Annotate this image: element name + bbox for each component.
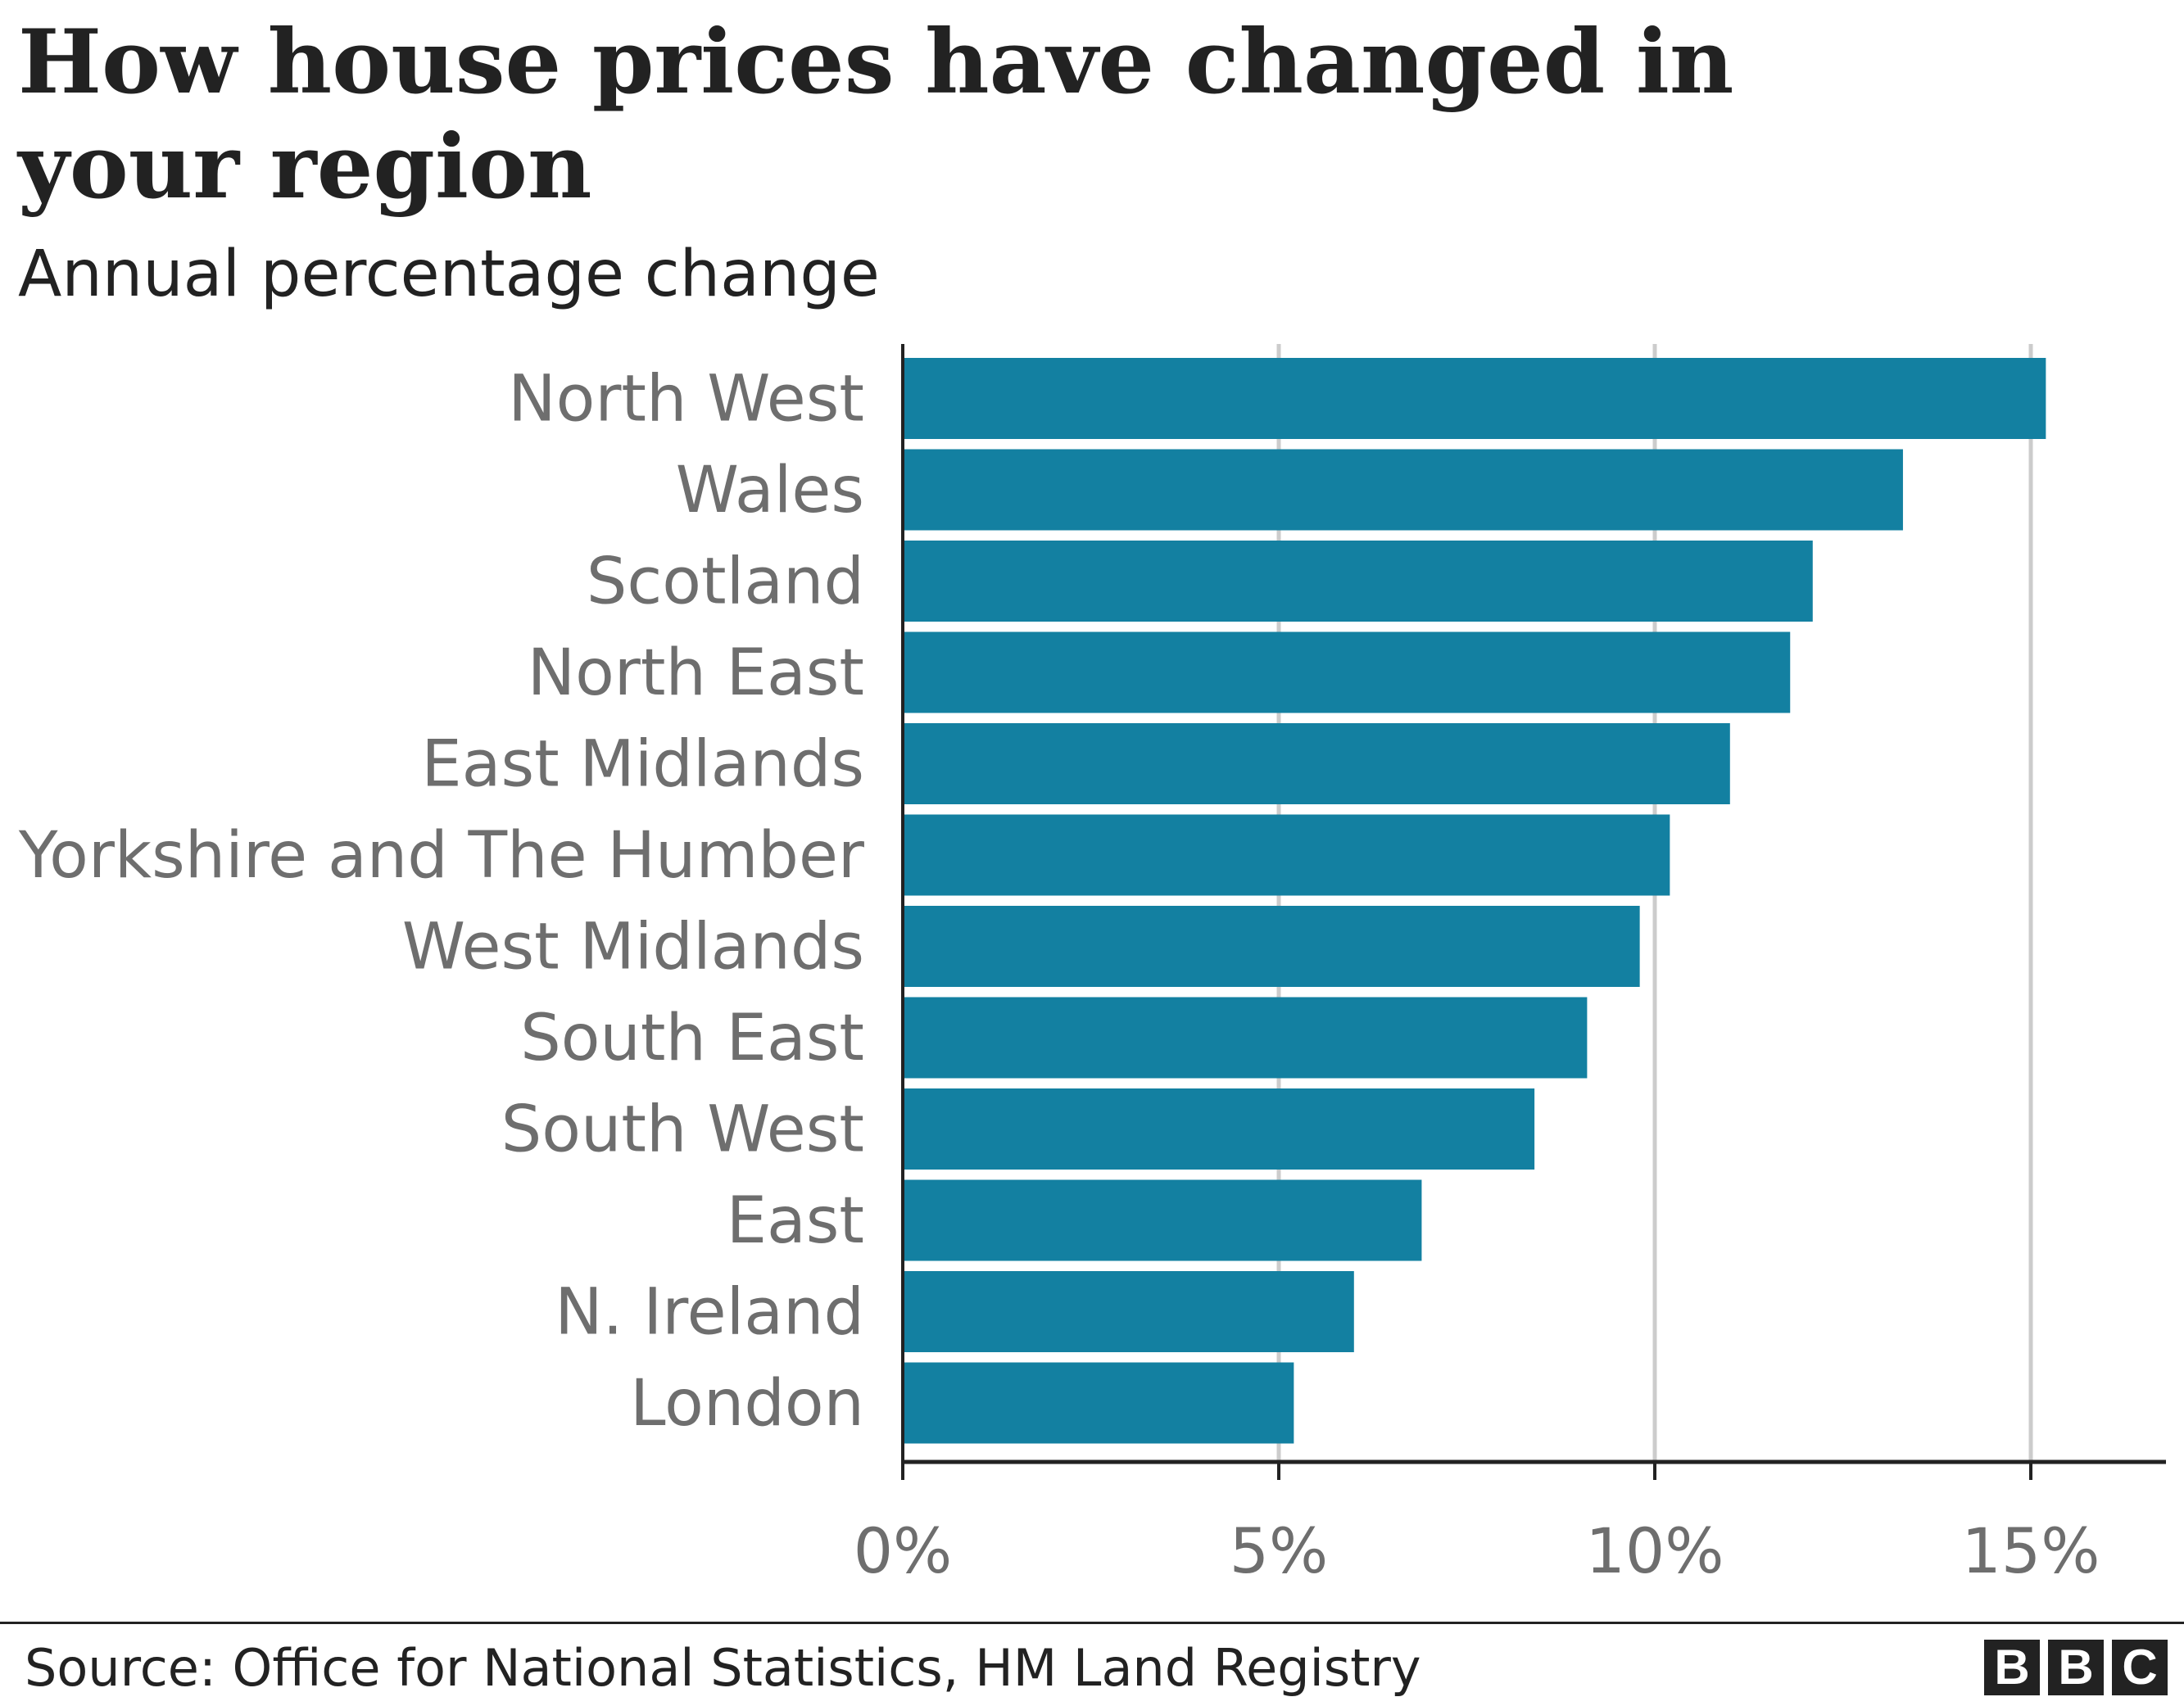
x-tick-label: 15% (1962, 1514, 2100, 1587)
bar (903, 1271, 1354, 1352)
category-label: West Midlands (402, 911, 864, 984)
x-tick-label: 5% (1230, 1514, 1329, 1587)
category-label: London (630, 1367, 864, 1441)
x-tick-label: 10% (1586, 1514, 1724, 1587)
category-label: Scotland (587, 545, 864, 619)
footer-divider (0, 1622, 2184, 1624)
category-label: North West (508, 363, 864, 437)
bar (903, 541, 1813, 622)
bar (903, 723, 1730, 804)
source-note: Source: Office for National Statistics, … (25, 1638, 1421, 1698)
category-label: East Midlands (421, 728, 864, 802)
category-label: South East (520, 1002, 864, 1075)
bar (903, 814, 1670, 896)
bar (903, 631, 1791, 713)
category-label: N. Ireland (555, 1276, 864, 1350)
chart-title: How house prices have changed in your re… (18, 11, 1734, 219)
category-label: North East (528, 636, 864, 710)
chart-subtitle: Annual percentage change (18, 238, 880, 311)
category-label: East (727, 1184, 864, 1258)
category-label: Wales (676, 454, 864, 527)
bar (903, 1088, 1535, 1170)
category-label: Yorkshire and The Humber (18, 819, 865, 893)
bar (903, 1362, 1294, 1444)
bar (903, 449, 1903, 531)
bar (903, 358, 2046, 439)
category-label: South West (501, 1093, 864, 1167)
bar (903, 997, 1588, 1079)
bar (903, 906, 1640, 987)
bar (903, 1179, 1422, 1261)
x-tick-label: 0% (854, 1514, 953, 1587)
